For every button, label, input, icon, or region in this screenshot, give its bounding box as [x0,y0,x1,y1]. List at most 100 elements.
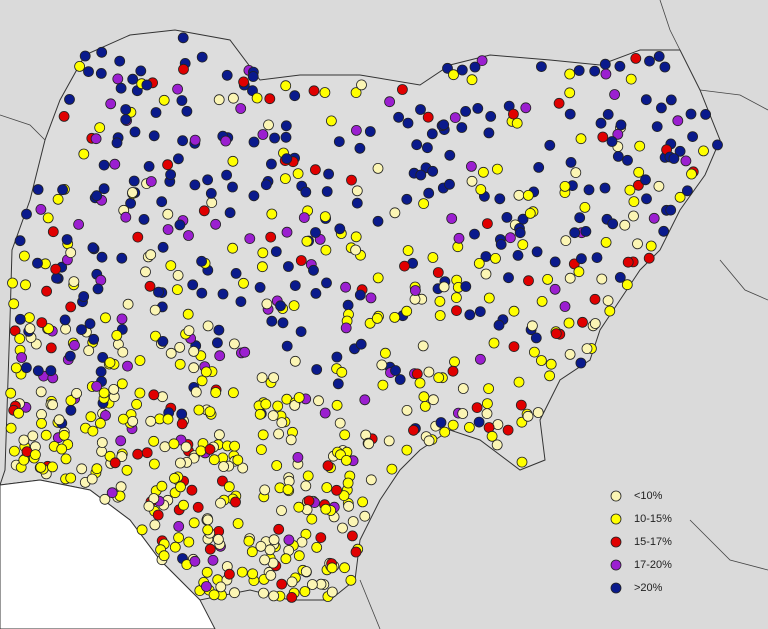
survey-point [91,463,103,475]
survey-point [269,132,281,144]
survey-point [186,484,198,496]
survey-point [156,480,168,492]
survey-point [289,280,301,292]
survey-point [471,402,483,414]
survey-point [320,244,332,256]
survey-point [177,32,189,44]
survey-point [530,332,542,344]
survey-point [622,256,634,268]
survey-point [213,94,225,106]
survey-point [600,236,612,248]
survey-point [165,260,177,272]
survey-point [493,319,505,331]
survey-point [213,324,225,336]
survey-point [5,387,17,399]
survey-point [8,298,20,310]
survey-point [116,451,128,462]
survey-point [350,124,362,136]
survey-point [574,212,586,224]
survey-point [8,445,20,457]
survey-point [481,398,493,410]
survey-point [342,477,354,489]
survey-point [196,51,208,63]
survey-point [268,590,280,602]
survey-point [84,318,96,330]
survey-point [545,358,557,370]
survey-point [65,472,77,484]
survey-point [491,163,503,175]
survey-point [653,51,665,62]
survey-point [228,338,240,350]
survey-point [687,131,698,143]
survey-point [573,65,585,76]
survey-point [279,173,291,185]
survey-point [136,524,148,536]
survey-point [293,550,305,562]
survey-point [483,383,495,395]
survey-point [47,461,58,473]
survey-point [229,440,241,452]
survey-point [268,534,280,546]
legend-label: 15-17% [634,536,672,548]
survey-point [257,129,269,140]
survey-point [597,131,609,143]
survey-point [182,308,194,320]
survey-point [217,288,229,300]
survey-point [189,179,201,191]
survey-point [350,87,362,98]
survey-point [58,429,70,441]
survey-point [257,429,269,441]
survey-point [303,495,315,507]
survey-point [127,187,138,198]
survey-point [564,108,576,120]
survey-point [73,218,84,230]
survey-point [415,104,426,115]
survey-point [91,380,102,392]
survey-point [453,232,465,244]
survey-point [354,142,366,154]
survey-point [298,212,310,224]
survey-point [580,225,592,237]
survey-point [522,189,534,201]
survey-point [674,145,686,157]
survey-point [32,257,43,269]
legend-swatch [610,513,622,525]
survey-point [379,347,391,359]
survey-point [536,295,548,307]
survey-point [319,87,331,98]
survey-point [466,74,478,86]
survey-point [218,461,230,472]
survey-point [145,249,157,261]
border [359,579,381,629]
survey-point [188,362,200,374]
survey-point [148,493,160,504]
survey-point [193,404,205,416]
survey-point [712,139,723,151]
survey-point [45,365,57,377]
survey-point [162,159,174,171]
survey-point [365,474,377,486]
survey-point [350,244,362,256]
survey-point [633,179,644,191]
survey-point [376,359,388,371]
survey-point [127,415,139,427]
survey-point [188,345,200,357]
survey-point [138,213,150,225]
survey-point [223,568,235,580]
survey-point [345,574,357,586]
survey-point [502,424,514,436]
survey-point [553,97,565,109]
survey-point [58,111,70,122]
survey-point [449,112,461,123]
survey-point [69,339,80,351]
survey-point [202,514,214,526]
survey-point [490,252,501,264]
survey-point [351,197,363,209]
survey-point [21,208,32,220]
survey-point [68,276,80,288]
survey-point [116,252,128,264]
survey-point [100,312,111,324]
survey-point [457,408,469,419]
survey-point [99,493,111,505]
survey-point [643,252,655,264]
